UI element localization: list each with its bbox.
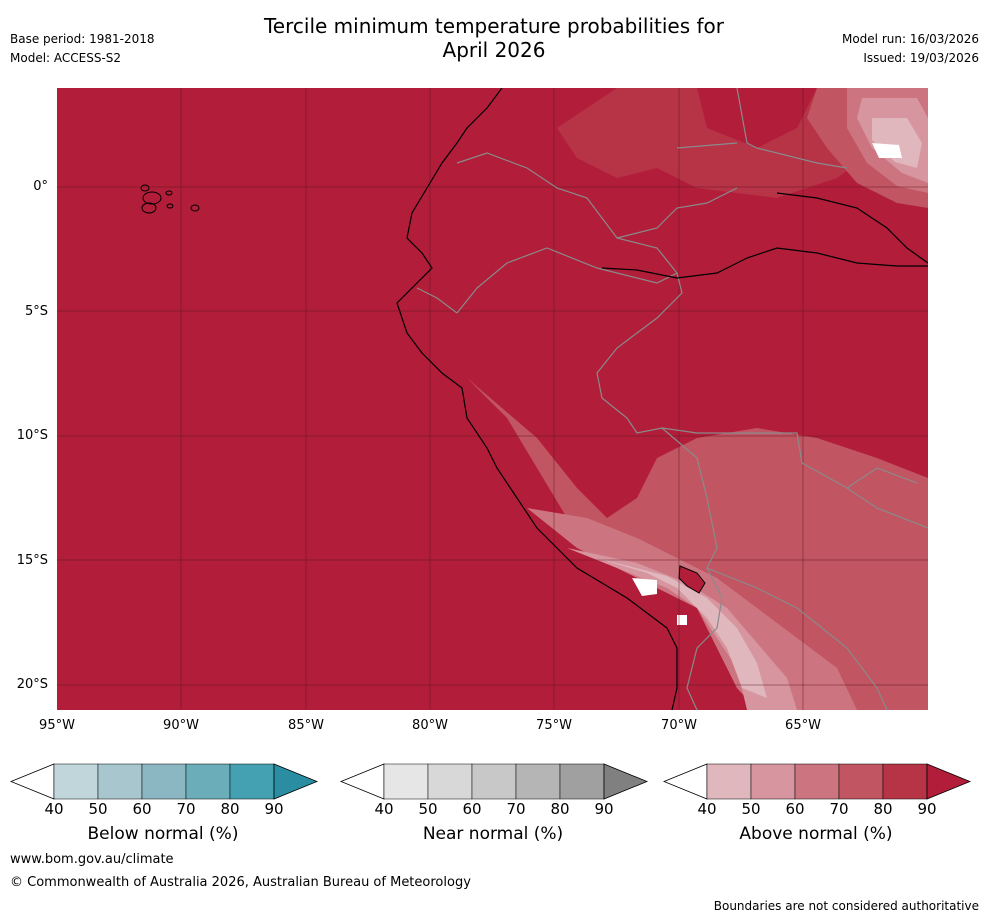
lat-tick-15s: 15°S — [16, 553, 48, 568]
model-name: Model: ACCESS-S2 — [10, 51, 122, 65]
colorbar-near-tick: 50 — [418, 800, 438, 818]
website-url: www.bom.gov.au/climate — [10, 852, 174, 867]
map-title: Tercile minimum temperature probabilitie… — [0, 14, 988, 62]
lon-tick-75w: 75°W — [536, 718, 572, 733]
map-canvas — [57, 88, 928, 710]
forecast-map — [57, 88, 928, 710]
colorbar-above-tick: 80 — [873, 800, 893, 818]
colorbar-above-tick: 60 — [785, 800, 805, 818]
colorbar-near-segment-3 — [471, 763, 517, 800]
colorbar-near — [340, 763, 648, 800]
lon-tick-80w: 80°W — [412, 718, 448, 733]
colorbar-above-tick: 90 — [917, 800, 937, 818]
lon-tick-70w: 70°W — [661, 718, 697, 733]
colorbar-above-segment-5 — [882, 763, 928, 800]
lat-tick-5s: 5°S — [24, 304, 48, 319]
title-line-2: April 2026 — [442, 38, 546, 62]
altiplano-core — [597, 558, 767, 698]
colorbar-near-segment-1 — [383, 763, 429, 800]
lon-tick-65w: 65°W — [785, 718, 821, 733]
colorbar-above-segment-1 — [706, 763, 752, 800]
altiplano-white-2 — [677, 615, 687, 625]
colorbar-near-low-extend — [340, 763, 385, 800]
lat-tick-20s: 20°S — [16, 677, 48, 692]
colorbar-below-segment-5 — [229, 763, 275, 800]
colorbar-below-segment-1 — [53, 763, 99, 800]
colorbar-near-tick: 70 — [506, 800, 526, 818]
colorbar-below-tick: 70 — [176, 800, 196, 818]
colorbar-below-segment-3 — [141, 763, 187, 800]
colorbar-near-high-extend — [603, 763, 648, 800]
colorbar-above-tick: 50 — [741, 800, 761, 818]
colorbar-near-segment-5 — [559, 763, 605, 800]
colorbar-below-tick: 60 — [132, 800, 152, 818]
colorbar-below-segment-2 — [97, 763, 143, 800]
colorbar-above-tick: 40 — [697, 800, 717, 818]
colorbar-above-segment-4 — [838, 763, 884, 800]
lat-tick-10s: 10°S — [16, 428, 48, 443]
colorbar-near-tick: 40 — [374, 800, 394, 818]
colorbar-below-tick: 80 — [220, 800, 240, 818]
lat-tick-0: 0° — [33, 179, 48, 194]
colorbar-near-tick: 80 — [550, 800, 570, 818]
altiplano-outer — [467, 378, 928, 710]
north-highlight-white — [872, 143, 902, 158]
lon-tick-85w: 85°W — [288, 718, 324, 733]
colorbar-above-high-extend — [926, 763, 971, 800]
colorbar-above-label: Above normal (%) — [739, 824, 893, 844]
colorbar-below — [10, 763, 318, 800]
altiplano-white — [632, 578, 657, 596]
colorbar-below-low-extend — [10, 763, 55, 800]
lon-tick-95w: 95°W — [39, 718, 75, 733]
country-borders — [416, 88, 928, 710]
title-line-1: Tercile minimum temperature probabilitie… — [263, 14, 725, 38]
coastline — [396, 88, 928, 710]
colorbar-near-label: Near normal (%) — [422, 824, 564, 844]
colorbar-above-segment-2 — [750, 763, 796, 800]
gridlines — [57, 88, 928, 710]
model-run: Model run: 16/03/2026 — [841, 32, 979, 46]
colorbar-below-tick: 90 — [264, 800, 284, 818]
boundaries-note: Boundaries are not considered authoritat… — [713, 899, 979, 913]
lake-titicaca — [678, 565, 706, 594]
base-period: Base period: 1981-2018 — [10, 32, 155, 46]
issued-date: Issued: 19/03/2026 — [863, 51, 979, 65]
colorbar-below-tick: 40 — [44, 800, 64, 818]
galapagos-islands — [140, 184, 200, 214]
lon-tick-90w: 90°W — [163, 718, 199, 733]
colorbar-below-segment-4 — [185, 763, 231, 800]
colorbar-near-segment-4 — [515, 763, 561, 800]
colorbar-above — [663, 763, 971, 800]
colorbar-near-tick: 60 — [462, 800, 482, 818]
north-highlight-core — [872, 118, 922, 168]
colorbar-near-tick: 90 — [594, 800, 614, 818]
colorbar-above-low-extend — [663, 763, 708, 800]
colorbar-near-segment-2 — [427, 763, 473, 800]
colorbar-below-label: Below normal (%) — [87, 824, 239, 844]
copyright-text: © Commonwealth of Australia 2026, Austra… — [10, 875, 471, 890]
colorbar-above-segment-3 — [794, 763, 840, 800]
colorbar-below-tick: 50 — [88, 800, 108, 818]
colorbar-below-high-extend — [273, 763, 318, 800]
colorbar-above-tick: 70 — [829, 800, 849, 818]
